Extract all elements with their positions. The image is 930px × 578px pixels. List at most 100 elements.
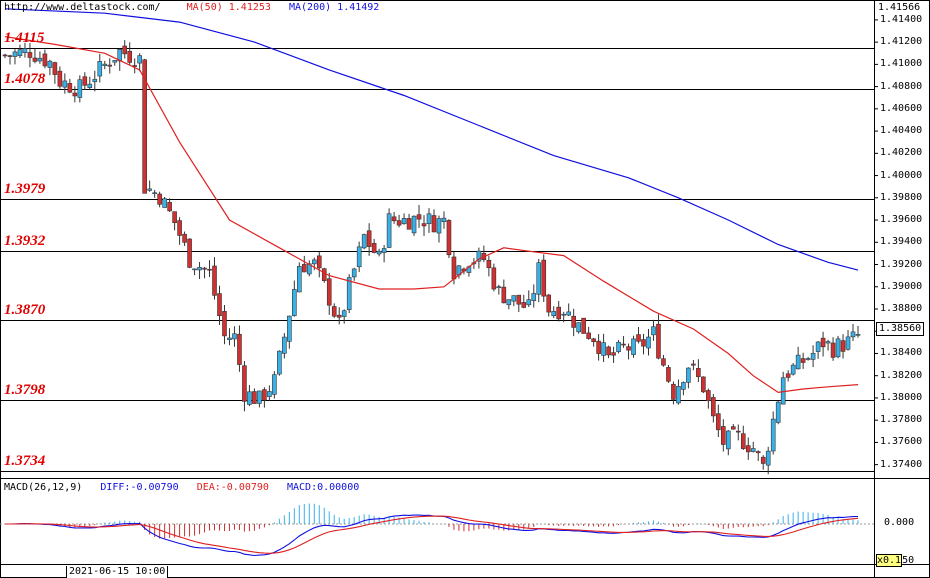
y-tick-label: 1.40400 — [880, 125, 923, 137]
candle — [267, 385, 272, 401]
candle — [785, 370, 791, 382]
candle — [641, 333, 646, 355]
candle — [646, 328, 651, 356]
y-tick-label: 1.41400 — [880, 13, 923, 25]
candle — [262, 387, 267, 408]
candle — [546, 294, 552, 317]
candle — [446, 219, 452, 259]
scale-suffix: 50 — [902, 555, 915, 566]
y-tick-label: 1.37400 — [880, 458, 923, 470]
candle — [371, 238, 377, 254]
candle — [167, 198, 172, 212]
candle — [426, 208, 432, 233]
candle — [820, 331, 826, 357]
candle — [192, 268, 197, 276]
candle — [157, 191, 162, 208]
candle — [486, 255, 492, 277]
candle — [770, 411, 776, 455]
candle — [242, 361, 247, 412]
candle — [496, 284, 502, 295]
candle — [671, 381, 676, 405]
candle — [82, 72, 88, 90]
candle — [526, 290, 532, 308]
candle — [571, 308, 576, 337]
candle — [401, 213, 407, 225]
candle — [416, 205, 422, 228]
candle — [72, 86, 78, 103]
candle — [780, 371, 786, 405]
y-tick-label: 1.40800 — [880, 80, 923, 92]
candle — [726, 430, 731, 456]
candle — [366, 223, 372, 256]
candle — [22, 42, 28, 58]
candle — [656, 314, 661, 360]
candle — [17, 44, 23, 59]
candle — [37, 51, 43, 64]
candle — [122, 40, 128, 59]
candle — [57, 66, 63, 89]
candle — [591, 337, 596, 347]
candle — [341, 309, 347, 324]
y-tick-label: 1.40600 — [880, 102, 923, 114]
candle — [696, 359, 701, 383]
candle — [42, 49, 48, 69]
candle — [815, 341, 821, 359]
source-url[interactable]: http://www.deltastock.com/ — [4, 2, 161, 13]
candle — [711, 393, 716, 423]
candle — [97, 53, 103, 83]
candle — [102, 60, 108, 70]
y-tick-label: 1.41000 — [880, 58, 923, 70]
candle — [760, 455, 766, 470]
chart-header: http://www.deltastock.com/ MA(50) 1.4125… — [4, 2, 379, 14]
candle — [611, 346, 616, 363]
candle — [755, 450, 761, 461]
candle — [301, 255, 307, 273]
candle — [581, 317, 586, 334]
candle — [257, 390, 262, 408]
candle — [701, 376, 706, 394]
last-price-badge: 1.38560 — [876, 322, 925, 336]
candle — [601, 333, 606, 363]
candle — [576, 322, 581, 334]
candle — [800, 352, 806, 369]
candle — [62, 73, 68, 94]
candle — [561, 311, 566, 323]
level-label: 1.3870 — [4, 301, 46, 318]
candle — [27, 43, 33, 68]
macd-diff-line — [5, 514, 859, 557]
scale-badge[interactable]: x0.150 — [876, 554, 915, 567]
candle — [790, 362, 796, 376]
candle — [651, 319, 656, 341]
candle — [306, 260, 312, 277]
candle — [706, 388, 711, 409]
ma50-value: 1.41253 — [228, 2, 271, 13]
candle — [326, 272, 332, 315]
macd-diff: DIFF:-0.00790 — [100, 482, 179, 493]
candle — [810, 345, 816, 367]
candle — [2, 53, 8, 59]
candle — [287, 315, 292, 349]
candle — [217, 285, 222, 325]
candle — [476, 247, 482, 269]
candle — [825, 339, 831, 351]
candle — [172, 211, 177, 231]
candle — [182, 231, 187, 246]
candle — [631, 335, 636, 358]
candle — [187, 238, 192, 269]
candle — [252, 388, 257, 404]
candle — [351, 267, 357, 281]
macd-zero-label: 0.000 — [884, 517, 915, 528]
level-label: 1.3734 — [4, 452, 46, 469]
candle — [356, 241, 362, 273]
candle — [32, 48, 38, 64]
candle — [830, 337, 836, 361]
candle — [381, 245, 387, 263]
y-tick-label: 1.39400 — [880, 236, 923, 248]
candle — [142, 58, 147, 194]
candle — [212, 257, 217, 300]
candle — [840, 334, 846, 359]
candle — [566, 303, 571, 317]
macd-label: MACD(26,12,9) — [4, 482, 83, 493]
level-label: 1.4115 — [4, 29, 45, 46]
